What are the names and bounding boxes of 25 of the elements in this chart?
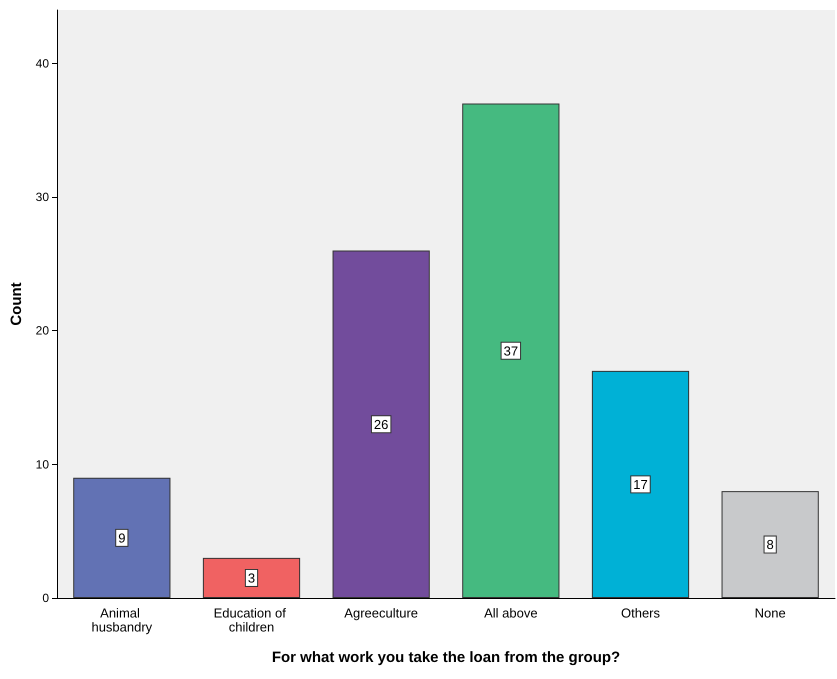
y-tick-label: 30 [36,190,50,204]
x-tick-label: Education of children [214,606,290,634]
bar [722,491,819,598]
bar [332,250,430,598]
y-tick-label: 10 [36,457,50,472]
data-label: 3 [248,570,256,586]
y-tick-label: 40 [36,56,50,70]
y-axis-title: Count [8,282,25,326]
data-label: 8 [766,537,774,552]
data-label: 26 [374,416,388,432]
x-tick-label: None [754,606,786,620]
x-axis-title: For what work you take the loan from the group? [272,649,620,666]
data-label: 9 [118,530,126,546]
x-tick-label: Agreeculture [344,606,418,620]
y-tick-label: 0 [42,591,50,605]
x-tick-label: Animal husbandry [91,606,153,634]
bar [73,478,170,598]
bar [592,370,690,598]
y-tick-label: 20 [36,324,50,338]
x-tick-label: All above [484,606,538,620]
bar [462,104,560,598]
data-label: 37 [504,343,518,358]
bar [202,558,300,598]
data-label: 17 [633,476,648,492]
x-tick-label: Others [620,606,661,620]
